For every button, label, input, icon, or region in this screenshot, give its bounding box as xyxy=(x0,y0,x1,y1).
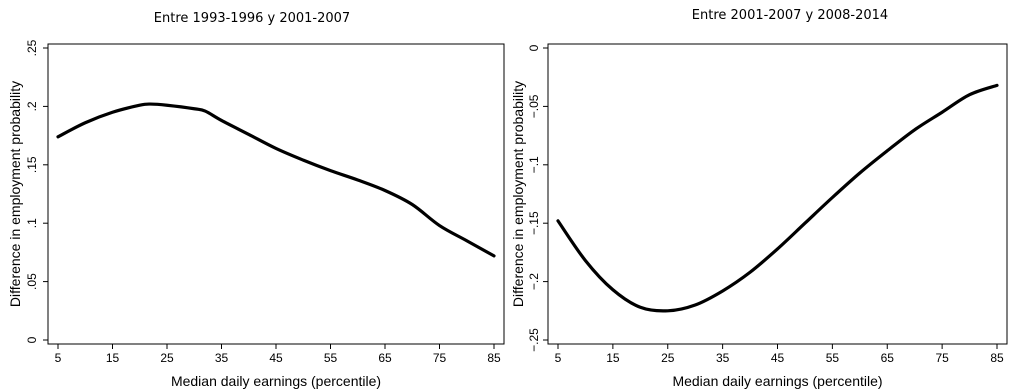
y-axis-label: Difference in employment probability xyxy=(510,81,526,307)
plot-frame xyxy=(547,43,1008,345)
x-tick-label: 85 xyxy=(990,351,1004,365)
x-tick-label: 65 xyxy=(378,351,392,365)
y-axis-label: Difference in employment probability xyxy=(7,81,23,307)
y-tick-label: −.15 xyxy=(527,211,541,235)
chart-right: Entre 2001-2007 y 2008-2014−.25−.2−.15−.… xyxy=(510,8,1008,389)
x-tick-label: 55 xyxy=(826,351,840,365)
x-axis-label: Median daily earnings (percentile) xyxy=(672,373,882,389)
x-tick-label: 75 xyxy=(935,351,949,365)
plot-frame xyxy=(47,43,505,345)
x-tick-label: 65 xyxy=(881,351,895,365)
y-tick-label: 0 xyxy=(527,44,541,51)
x-tick-label: 5 xyxy=(555,351,562,365)
chart-title: Entre 2001-2007 y 2008-2014 xyxy=(692,8,888,23)
chart-title: Entre 1993-1996 y 2001-2007 xyxy=(154,11,350,26)
y-tick-label: −.1 xyxy=(527,156,541,173)
x-axis-label: Median daily earnings (percentile) xyxy=(171,373,381,389)
y-tick-label: −.05 xyxy=(527,94,541,118)
y-tick-label: .15 xyxy=(25,156,39,173)
x-tick-label: 5 xyxy=(55,351,62,365)
x-tick-label: 35 xyxy=(716,351,730,365)
x-tick-label: 75 xyxy=(433,351,447,365)
series-line xyxy=(56,102,496,258)
x-tick-label: 35 xyxy=(215,351,229,365)
x-tick-label: 55 xyxy=(324,351,338,365)
x-tick-label: 45 xyxy=(269,351,283,365)
y-tick-label: .25 xyxy=(25,39,39,56)
series-line xyxy=(556,83,999,313)
y-tick-label: 0 xyxy=(25,336,39,343)
x-tick-label: 15 xyxy=(106,351,120,365)
x-tick-label: 85 xyxy=(487,351,501,365)
x-tick-label: 25 xyxy=(160,351,174,365)
chart-left: Entre 1993-1996 y 2001-2007 0 .05 .1 .15 .2 .2… xyxy=(7,11,505,389)
y-tick-label: −.2 xyxy=(527,273,541,290)
y-tick-label: .1 xyxy=(25,218,39,228)
x-tick-label: 25 xyxy=(661,351,675,365)
x-tick-label: 15 xyxy=(606,351,620,365)
x-tick-label: 45 xyxy=(771,351,785,365)
y-tick-label: −.25 xyxy=(527,328,541,352)
y-tick-label: .05 xyxy=(25,273,39,290)
y-tick-label: .2 xyxy=(25,101,39,111)
